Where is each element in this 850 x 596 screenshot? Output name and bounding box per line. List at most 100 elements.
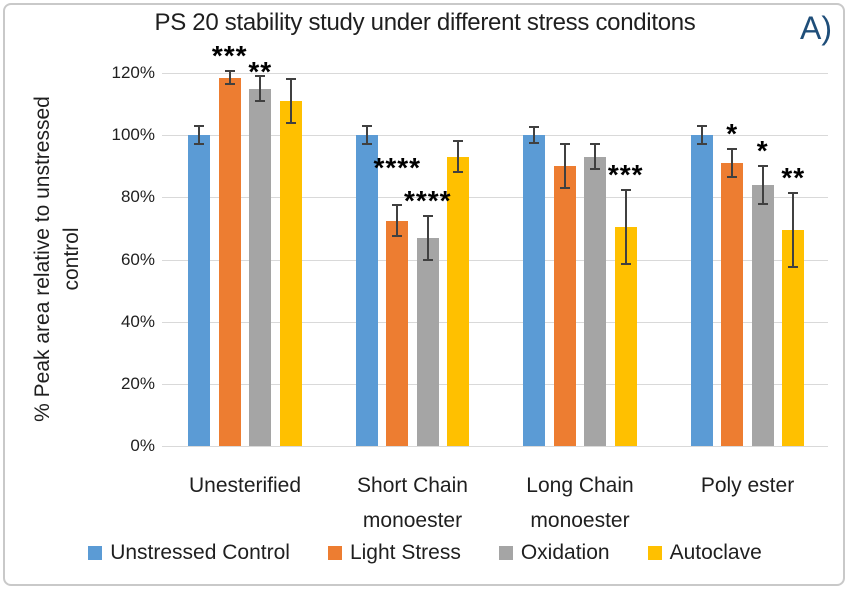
error-bar-cap bbox=[696, 124, 707, 127]
error-bar bbox=[396, 205, 399, 237]
gridline bbox=[162, 135, 828, 137]
error-bar bbox=[563, 144, 566, 188]
bar bbox=[721, 163, 744, 446]
error-bar-cap bbox=[392, 235, 403, 238]
legend: Unstressed Control Light Stress Oxidation A… bbox=[0, 541, 850, 565]
bar bbox=[447, 156, 470, 446]
error-bar-cap bbox=[529, 126, 540, 129]
error-bar-cap bbox=[788, 191, 799, 194]
significance-stars: *** bbox=[607, 158, 644, 190]
error-bar bbox=[594, 144, 597, 170]
error-bar-cap bbox=[529, 141, 540, 144]
error-bar-cap bbox=[285, 121, 296, 124]
bar bbox=[279, 100, 302, 446]
gridline bbox=[162, 446, 828, 447]
error-bar-cap bbox=[559, 187, 570, 189]
significance-stars: **** bbox=[403, 184, 452, 216]
error-bar-cap bbox=[757, 202, 768, 205]
error-bar-cap bbox=[224, 70, 235, 73]
error-bar-cap bbox=[361, 124, 372, 127]
error-bar bbox=[457, 141, 460, 173]
gridline bbox=[162, 73, 828, 74]
bar bbox=[751, 184, 774, 446]
error-bar-cap bbox=[453, 140, 464, 143]
gridline bbox=[162, 321, 828, 323]
significance-stars: ** bbox=[781, 161, 806, 193]
legend-color-swatch bbox=[647, 546, 662, 560]
x-axis-category-label-line: Unesterified bbox=[188, 474, 302, 497]
bar bbox=[218, 77, 241, 446]
error-bar-cap bbox=[590, 143, 601, 146]
gridline bbox=[162, 383, 828, 385]
bar bbox=[523, 135, 546, 446]
legend-label: Unstressed Control bbox=[110, 541, 290, 564]
bar bbox=[690, 135, 713, 446]
y-axis-tick-label: 40% bbox=[120, 311, 155, 331]
error-bar bbox=[761, 166, 764, 204]
error-bar bbox=[228, 71, 231, 84]
legend-label: Light Stress bbox=[349, 541, 461, 564]
bar bbox=[386, 220, 409, 446]
gridline bbox=[162, 259, 828, 261]
error-bar-cap bbox=[255, 75, 266, 78]
bar bbox=[782, 229, 805, 446]
error-bar-cap bbox=[620, 263, 631, 266]
significance-stars: **** bbox=[373, 152, 422, 184]
error-bar-cap bbox=[788, 266, 799, 269]
x-axis-category-label: Unesterified bbox=[155, 468, 335, 503]
bar bbox=[416, 237, 439, 446]
significance-stars: *** bbox=[211, 40, 248, 72]
legend-color-swatch bbox=[327, 546, 342, 560]
error-bar bbox=[198, 125, 201, 145]
legend-item: Light Stress bbox=[327, 541, 461, 565]
error-bar-cap bbox=[559, 143, 570, 146]
x-axis-category-label-line: monoester bbox=[362, 509, 463, 532]
error-bar-cap bbox=[727, 176, 738, 179]
legend-item: Autoclave bbox=[647, 541, 762, 565]
error-bar-cap bbox=[696, 143, 707, 146]
error-bar bbox=[700, 125, 703, 145]
error-bar-cap bbox=[422, 258, 433, 261]
error-bar-cap bbox=[255, 99, 266, 102]
bar bbox=[553, 166, 576, 446]
significance-stars: ** bbox=[248, 56, 273, 88]
error-bar bbox=[289, 79, 292, 123]
y-axis-tick-label: 80% bbox=[120, 187, 155, 207]
bar bbox=[188, 135, 211, 446]
error-bar-cap bbox=[727, 148, 738, 151]
legend-label: Autoclave bbox=[669, 541, 762, 564]
legend-label: Oxidation bbox=[520, 541, 610, 564]
x-axis-category-label: Poly ester bbox=[658, 468, 838, 503]
bar bbox=[614, 226, 637, 446]
error-bar-cap bbox=[194, 124, 205, 127]
chart-title: PS 20 stability study under different st… bbox=[154, 9, 696, 36]
x-axis-category-label: Short Chain monoester bbox=[323, 468, 503, 538]
x-axis-category-label-line: Short Chain bbox=[357, 474, 468, 497]
error-bar-cap bbox=[590, 168, 601, 171]
legend-color-swatch bbox=[498, 546, 513, 560]
y-axis-tick-label: 20% bbox=[120, 373, 155, 393]
error-bar-cap bbox=[224, 82, 235, 85]
error-bar-cap bbox=[757, 165, 768, 168]
significance-stars: * bbox=[756, 135, 769, 167]
error-bar bbox=[624, 189, 627, 265]
legend-item: Unstressed Control bbox=[88, 541, 290, 565]
error-bar-cap bbox=[422, 214, 433, 217]
bar bbox=[584, 156, 607, 446]
y-axis-tick-label: 100% bbox=[111, 125, 155, 145]
error-bar-cap bbox=[361, 143, 372, 146]
y-axis-tick-label: 120% bbox=[111, 63, 155, 82]
error-bar bbox=[731, 149, 734, 178]
error-bar bbox=[365, 125, 368, 145]
error-bar-cap bbox=[392, 204, 403, 207]
legend-color-swatch bbox=[88, 546, 103, 560]
significance-stars: * bbox=[726, 118, 739, 150]
legend-item: Oxidation bbox=[498, 541, 610, 565]
y-axis-tick-label: 0% bbox=[130, 436, 155, 455]
error-bar-cap bbox=[285, 78, 296, 81]
error-bar-cap bbox=[453, 171, 464, 174]
error-bar bbox=[259, 76, 262, 101]
panel-label: A) bbox=[800, 10, 832, 46]
